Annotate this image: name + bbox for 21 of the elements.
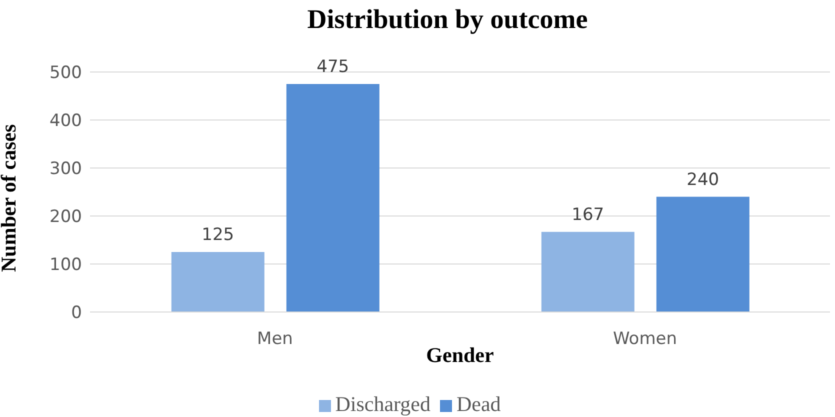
legend-label: Dead [456, 392, 501, 416]
y-tick-label: 500 [50, 63, 82, 84]
bar [286, 84, 380, 312]
bar [541, 232, 634, 312]
data-label: 125 [202, 225, 234, 245]
y-tick-label: 400 [50, 111, 82, 132]
y-tick-label: 0 [71, 303, 82, 324]
legend-label: Discharged [335, 392, 430, 416]
y-axis-title: Number of cases [0, 124, 20, 272]
data-label: 167 [572, 204, 604, 225]
y-tick-label: 200 [50, 207, 82, 228]
data-label: 240 [686, 170, 720, 190]
y-tick-label: 300 [50, 159, 82, 180]
bar [656, 196, 750, 312]
y-tick-label: 100 [50, 255, 82, 276]
data-label: 475 [316, 57, 350, 77]
x-tick-label: Men [257, 329, 293, 350]
bar [171, 252, 264, 312]
x-axis-title: Gender [426, 343, 494, 367]
chart-title: Distribution by outcome [306, 4, 589, 35]
x-tick-label: Women [612, 329, 678, 350]
